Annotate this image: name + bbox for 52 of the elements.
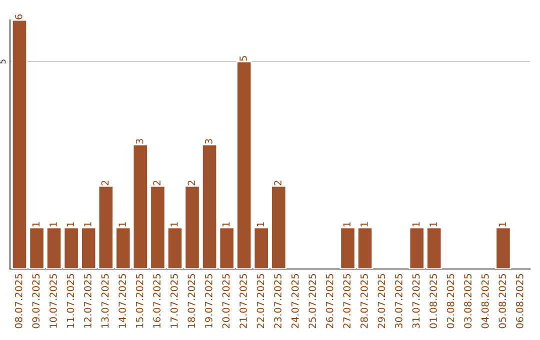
x-tick-label: 08.07.2025 <box>14 274 22 328</box>
x-tick-label: 03.08.2025 <box>464 274 472 328</box>
x-tick-label: 18.07.2025 <box>188 274 196 328</box>
data-label: 1 <box>66 222 74 226</box>
data-label: 6 <box>14 14 22 20</box>
data-label: 1 <box>170 222 178 226</box>
x-tick-label: 17.07.2025 <box>170 274 178 328</box>
x-tick-label: 15.07.2025 <box>136 274 144 328</box>
data-label: 1 <box>256 222 264 226</box>
x-tick-label: 23.07.2025 <box>274 274 282 328</box>
x-tick-label: 29.07.2025 <box>378 274 386 328</box>
data-label: 1 <box>84 222 92 226</box>
data-label: 1 <box>498 222 506 226</box>
x-tick-label: 24.07.2025 <box>291 274 299 328</box>
data-label: 1 <box>412 222 420 226</box>
x-tick-label: 05.08.2025 <box>498 274 506 328</box>
x-tick-label: 02.08.2025 <box>446 274 454 328</box>
data-label: 1 <box>118 222 126 226</box>
data-label: 1 <box>32 222 40 226</box>
data-label: 2 <box>188 180 195 186</box>
x-tick-label: 13.07.2025 <box>101 274 109 328</box>
data-label: 2 <box>153 180 160 186</box>
x-tick-label: 06.08.2025 <box>516 274 524 328</box>
x-tick-label: 26.07.2025 <box>326 274 334 328</box>
x-tick-label: 16.07.2025 <box>153 274 161 328</box>
data-label: 5 <box>240 56 247 61</box>
x-tick-label: 14.07.2025 <box>118 274 126 328</box>
x-tick-label: 25.07.2025 <box>308 274 316 328</box>
x-tick-label: 20.07.2025 <box>222 274 230 328</box>
data-label: 1 <box>50 222 57 226</box>
x-tick-label: 12.07.2025 <box>84 274 92 328</box>
data-label: 2 <box>274 180 282 186</box>
data-label: 1 <box>343 222 350 226</box>
x-tick-label: 11.07.2025 <box>66 274 74 328</box>
data-label: 3 <box>205 139 212 144</box>
x-tick-label: 22.07.2025 <box>256 274 264 328</box>
x-tick-label: 09.07.2025 <box>32 274 40 328</box>
data-label: 3 <box>136 139 144 144</box>
x-tick-label: 31.07.2025 <box>412 274 420 328</box>
data-label: 1 <box>430 222 437 226</box>
x-tick-label: 27.07.2025 <box>343 274 351 328</box>
data-label: 1 <box>222 222 230 226</box>
bar <box>495 226 512 269</box>
x-tick-label: 04.08.2025 <box>481 274 489 328</box>
x-tick-label: 21.07.2025 <box>240 274 247 328</box>
x-tick-label: 10.07.2025 <box>50 274 57 328</box>
data-label: 2 <box>101 180 109 186</box>
x-tick-label: 01.08.2025 <box>430 274 437 328</box>
x-tick-label: 19.07.2025 <box>205 274 212 328</box>
x-tick-label: 30.07.2025 <box>395 274 402 328</box>
data-label: 1 <box>360 222 368 226</box>
x-tick-label: 28.07.2025 <box>360 274 368 328</box>
